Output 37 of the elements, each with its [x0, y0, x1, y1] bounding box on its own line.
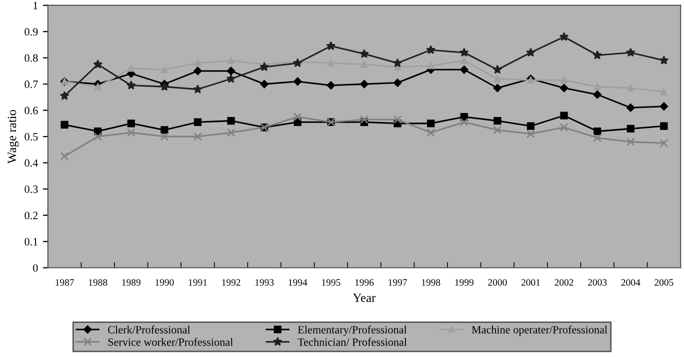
- legend-label: Service worker/Professional: [108, 338, 233, 346]
- y-tick-label: 1: [34, 2, 38, 10]
- x-tick-label: 1987: [56, 279, 74, 286]
- x-axis-title: Year: [352, 294, 376, 302]
- y-tick-label: 0.8: [24, 54, 38, 62]
- y-tick-label: 0.3: [24, 186, 38, 194]
- x-tick-label: 1998: [422, 279, 440, 286]
- x-tick-label: 1991: [188, 279, 207, 286]
- x-tick-label: 1999: [455, 279, 474, 286]
- legend-label: Machine operater/Professional: [472, 326, 608, 336]
- y-tick-label: 0.1: [24, 238, 38, 246]
- x-tick-label: 2000: [488, 279, 507, 286]
- x-tick-label: 2002: [554, 279, 574, 286]
- x-tick-label: 1995: [322, 279, 340, 286]
- x-tick-label: 1988: [88, 279, 108, 286]
- y-tick-label: 0.6: [24, 106, 38, 114]
- legend-label: Technician/ Professional: [298, 338, 407, 346]
- y-axis-title: Wage ratio: [8, 110, 19, 164]
- x-tick-label: 1996: [355, 279, 374, 286]
- x-tick-label: 2005: [654, 279, 674, 286]
- x-tick-label: 1993: [255, 279, 274, 286]
- x-tick-label: 1992: [222, 279, 240, 286]
- legend-label: Elementary/Professional: [298, 326, 407, 336]
- x-tick-label: 1997: [388, 279, 407, 286]
- legend-label: Clerk/Professional: [108, 326, 190, 334]
- x-tick-label: 1989: [122, 279, 140, 286]
- x-tick-label: 1994: [288, 279, 308, 286]
- y-tick-label: 0.9: [24, 28, 38, 36]
- y-tick-label: 0.7: [24, 80, 38, 88]
- x-tick-label: 1990: [156, 279, 174, 286]
- x-tick-label: 2003: [588, 279, 607, 286]
- y-tick-label: 0: [33, 264, 38, 272]
- x-tick-label: 2004: [621, 279, 640, 286]
- y-tick-label: 0.5: [24, 133, 38, 141]
- y-tick-label: 0.4: [24, 159, 38, 167]
- x-tick-label: 2001: [521, 279, 540, 286]
- y-tick-label: 0.2: [24, 212, 38, 220]
